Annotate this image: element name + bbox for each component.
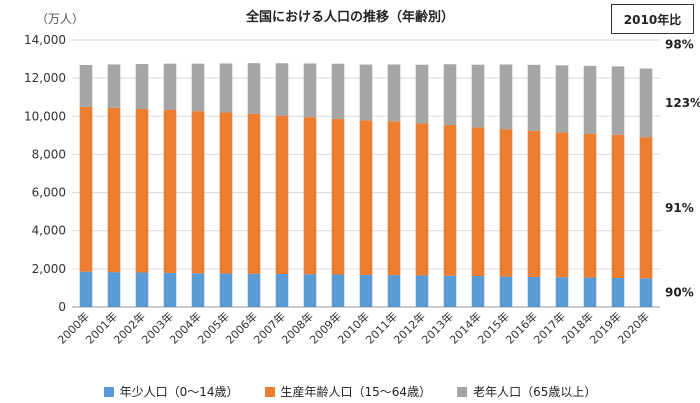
legend-item-elderly: 老年人口（65歳以上） [457, 383, 596, 400]
legend: 年少人口（0～14歳） 生産年齢人口（15～64歳） 老年人口（65歳以上） [0, 383, 700, 400]
bar-segment-youth [247, 273, 261, 307]
y-tick-label: 14,000 [24, 33, 66, 47]
y-tick-label: 10,000 [24, 109, 66, 123]
ratio-annotation: 91% [665, 201, 694, 215]
bar-segment-youth [443, 275, 457, 307]
bar-segment-working-age [359, 120, 373, 275]
bar-segment-youth [219, 273, 233, 307]
bar-segment-elderly [499, 64, 513, 130]
bar-segment-working-age [583, 133, 597, 278]
bar-segment-youth [471, 276, 485, 307]
ratio-annotation: 98% [665, 38, 694, 52]
bar-segment-youth [191, 273, 205, 307]
bar-segment-working-age [247, 113, 261, 274]
bar-segment-youth [135, 272, 149, 307]
bar-segment-working-age [611, 134, 625, 278]
bar-segment-working-age [415, 123, 429, 276]
bar-segment-working-age [275, 115, 289, 275]
bar-segment-youth [331, 274, 345, 307]
legend-item-youth: 年少人口（0～14歳） [103, 383, 239, 400]
bar-segment-working-age [471, 127, 485, 277]
bar-segment-working-age [163, 109, 177, 273]
legend-label-youth: 年少人口（0～14歳） [119, 385, 239, 399]
bar-segment-working-age [555, 132, 569, 278]
bar-segment-elderly [443, 64, 457, 126]
bar-segment-elderly [387, 64, 401, 122]
legend-swatch-working-age [264, 386, 275, 397]
bar-segment-working-age [79, 106, 93, 272]
bar-segment-working-age [499, 129, 513, 277]
bar-segment-youth [527, 276, 541, 307]
bar-segment-youth [275, 274, 289, 307]
bar-segment-youth [415, 275, 429, 307]
bar-segment-youth [359, 274, 373, 307]
bar-segment-elderly [331, 63, 345, 120]
bar-segment-elderly [107, 64, 121, 108]
bar-segment-youth [639, 278, 653, 307]
bar-segment-elderly [611, 66, 625, 135]
bar-segment-working-age [219, 112, 233, 274]
bar-segment-elderly [163, 63, 177, 110]
bar-segment-elderly [555, 65, 569, 133]
legend-label-working-age: 生産年齢人口（15～64歳） [280, 385, 432, 399]
bar-segment-working-age [331, 119, 345, 275]
y-tick-label: 4,000 [32, 224, 66, 238]
bar-segment-elderly [219, 63, 233, 113]
x-tick-label: 2020年 [615, 309, 652, 346]
bar-segment-elderly [359, 64, 373, 121]
legend-swatch-elderly [457, 386, 468, 397]
bar-segment-working-age [191, 111, 205, 274]
bar-segment-elderly [247, 63, 261, 114]
bar-segment-working-age [639, 137, 653, 279]
bar-segment-youth [107, 272, 121, 307]
bar-segment-elderly [527, 64, 541, 131]
chart-title: 全国における人口の推移（年齢別） [245, 10, 454, 25]
y-tick-label: 6,000 [32, 186, 66, 200]
bar-segment-youth [555, 277, 569, 307]
annotation-box: 2010年比 [611, 4, 694, 34]
bar-segment-elderly [275, 63, 289, 116]
y-tick-label: 2,000 [32, 262, 66, 276]
bar-segment-working-age [443, 125, 457, 276]
bar-segment-youth [583, 277, 597, 307]
bar-segment-elderly [639, 68, 653, 138]
y-tick-label: 8,000 [32, 147, 66, 161]
bar-segment-elderly [135, 64, 149, 110]
bar-segment-working-age [303, 117, 317, 275]
bar-segment-elderly [583, 65, 597, 134]
bar-segment-elderly [79, 64, 93, 107]
bar-segment-youth [303, 274, 317, 307]
ratio-annotation: 123% [665, 96, 700, 110]
bar-segment-elderly [415, 64, 429, 124]
bar-segment-youth [79, 271, 93, 307]
bar-segment-working-age [135, 109, 149, 273]
bar-segment-working-age [107, 107, 121, 273]
y-tick-label: 0 [58, 300, 66, 314]
bar-segment-elderly [303, 63, 317, 118]
bar-segment-elderly [191, 63, 205, 112]
bar-segment-youth [499, 276, 513, 307]
y-axis-unit: （万人） [36, 12, 85, 26]
bar-segment-youth [163, 272, 177, 307]
bar-segment-working-age [527, 130, 541, 277]
bar-segment-working-age [387, 121, 401, 276]
bar-segment-youth [387, 275, 401, 307]
y-tick-label: 12,000 [24, 71, 66, 85]
legend-swatch-youth [103, 386, 114, 397]
legend-item-working-age: 生産年齢人口（15～64歳） [264, 383, 432, 400]
ratio-annotation: 90% [665, 286, 694, 300]
bar-segment-elderly [471, 64, 485, 128]
bar-segment-youth [611, 277, 625, 307]
legend-label-elderly: 老年人口（65歳以上） [473, 385, 597, 399]
